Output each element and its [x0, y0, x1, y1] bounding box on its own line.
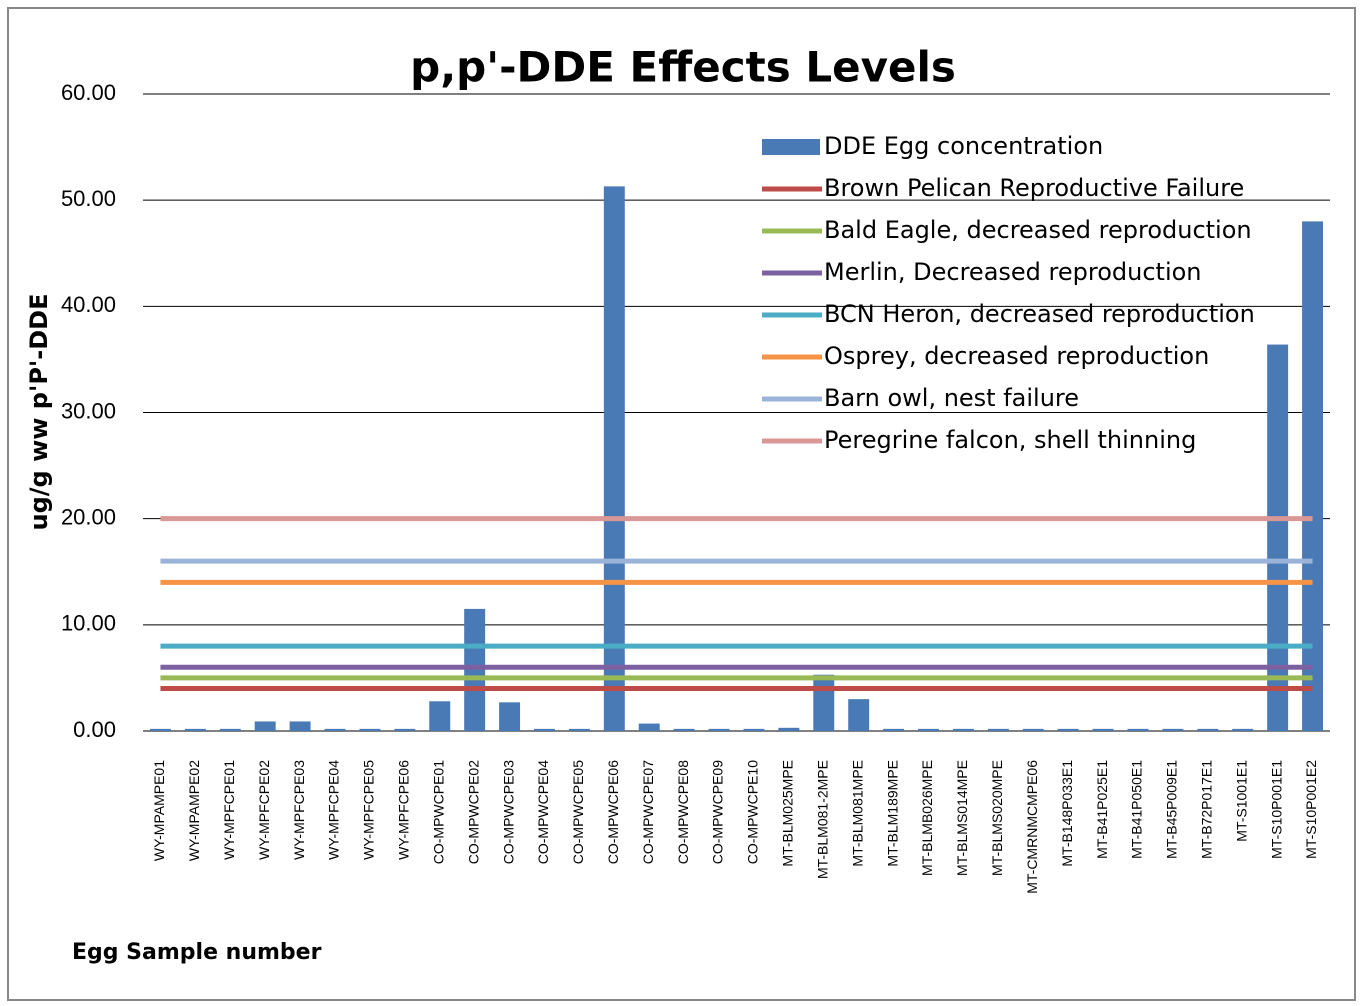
x-axis-label: Egg Sample number	[72, 940, 322, 965]
bar	[394, 728, 416, 731]
x-tick-label: CO-MPWCPE10	[745, 760, 761, 864]
x-tick-label: WY-MPAMPE02	[186, 760, 202, 861]
x-tick-label: CO-MPWCPE02	[465, 760, 481, 864]
x-tick-label: WY-MPAMPE01	[151, 760, 167, 861]
chart-title: p,p'-DDE Effects Levels	[410, 43, 956, 92]
x-tick-label: MT-S10P001E2	[1303, 760, 1319, 859]
x-tick-label: CO-MPWCPE06	[605, 760, 621, 864]
x-tick-label: CO-MPWCPE07	[640, 760, 656, 864]
bar	[1162, 728, 1184, 731]
x-tick-label: WY-MPFCPE03	[291, 760, 307, 860]
bar	[1092, 728, 1114, 731]
x-tick-label: MT-CMRNMCMPE06	[1024, 760, 1040, 894]
x-tick-label: MT-B148P033E1	[1059, 760, 1075, 867]
bar	[1302, 221, 1324, 731]
x-tick-label: CO-MPWCPE03	[500, 760, 516, 864]
x-tick-label: CO-MPWCPE09	[710, 760, 726, 864]
x-tick-label: WY-MPFCPE04	[326, 760, 342, 860]
x-tick-label: WY-MPFCPE02	[256, 760, 272, 860]
x-tick-label: MT-B72P017E1	[1199, 760, 1215, 859]
x-tick-label: MT-S10P001E1	[1268, 760, 1284, 859]
bar	[952, 728, 974, 731]
x-tick-label: MT-B41P050E1	[1129, 760, 1145, 859]
bar	[324, 728, 346, 731]
bar	[1022, 728, 1044, 731]
bar	[464, 608, 486, 731]
x-tick-label: CO-MPWCPE01	[430, 760, 446, 864]
x-tick-label: CO-MPWCPE04	[535, 760, 551, 864]
y-tick-label: 30.00	[61, 398, 116, 423]
bar	[289, 721, 311, 731]
bar	[359, 728, 381, 731]
bar	[1232, 728, 1254, 731]
bar	[184, 728, 206, 731]
y-tick-label: 10.00	[61, 611, 116, 636]
bar	[813, 674, 835, 731]
y-tick-label: 60.00	[61, 80, 116, 105]
bar	[1127, 728, 1149, 731]
y-tick-label: 20.00	[61, 504, 116, 529]
bar	[883, 728, 905, 731]
x-tick-label: MT-BLM081-2MPE	[814, 760, 830, 879]
bar	[778, 727, 800, 731]
bar	[254, 721, 276, 731]
y-tick-label: 0.00	[73, 717, 116, 742]
x-tick-label: WY-MPFCPE05	[361, 760, 377, 860]
bar	[149, 728, 171, 731]
x-tick-label: MT-BLMS020MPE	[989, 760, 1005, 876]
bar	[568, 728, 590, 731]
legend-label: Bald Eagle, decreased reproduction	[824, 216, 1252, 244]
chart-frame	[7, 7, 1356, 1001]
legend-swatch	[762, 139, 820, 155]
x-tick-label: WY-MPFCPE01	[221, 760, 237, 860]
x-tick-label: WY-MPFCPE06	[396, 760, 412, 860]
bar	[603, 186, 625, 732]
y-tick-label: 40.00	[61, 292, 116, 317]
x-tick-label: CO-MPWCPE05	[570, 760, 586, 864]
bar	[638, 723, 660, 731]
bar	[987, 728, 1009, 731]
legend-label: Osprey, decreased reproduction	[824, 342, 1209, 370]
bar	[918, 728, 939, 731]
bar	[534, 728, 555, 731]
legend-label: BCN Heron, decreased reproduction	[824, 300, 1255, 328]
x-tick-label: CO-MPWCPE08	[675, 760, 691, 864]
legend-label: DDE Egg concentration	[824, 132, 1103, 160]
legend-label: Merlin, Decreased reproduction	[824, 258, 1202, 286]
bar	[429, 701, 451, 731]
bar	[708, 728, 730, 731]
bar	[1197, 728, 1219, 731]
x-tick-label: MT-BLMB026MPE	[919, 760, 935, 876]
bar	[848, 699, 870, 731]
x-tick-label: MT-BLM081MPE	[849, 760, 865, 867]
y-axis-label: ug/g ww p'P'-DDE	[25, 294, 53, 531]
y-tick-label: 50.00	[61, 186, 116, 211]
x-tick-label: MT-BLM189MPE	[884, 760, 900, 867]
bar	[219, 728, 241, 731]
x-tick-label: MT-B41P025E1	[1094, 760, 1110, 859]
x-tick-label: MT-B45P009E1	[1164, 760, 1180, 859]
legend-label: Barn owl, nest failure	[824, 384, 1079, 412]
x-tick-label: MT-BLM025MPE	[780, 760, 796, 867]
bar	[673, 728, 695, 731]
bar	[499, 702, 521, 731]
bar	[1057, 728, 1079, 731]
x-tick-label: MT-BLMS014MPE	[954, 760, 970, 876]
legend-label: Peregrine falcon, shell thinning	[824, 426, 1196, 454]
bar	[1267, 344, 1289, 731]
x-tick-label: MT-S1001E1	[1233, 760, 1249, 842]
legend-label: Brown Pelican Reproductive Failure	[824, 174, 1244, 202]
bar	[743, 728, 765, 731]
